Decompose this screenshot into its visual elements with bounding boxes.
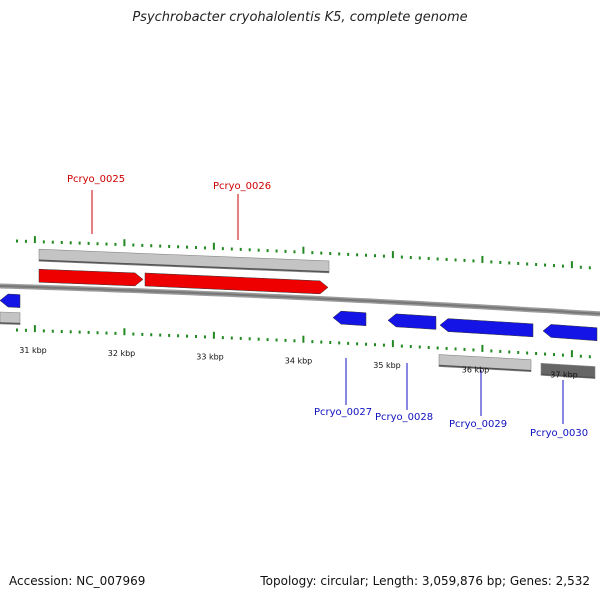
tick-label: 35 kbp	[373, 361, 401, 370]
gene-label: Pcryo_0029	[449, 419, 507, 430]
inner-tick-track	[16, 325, 591, 359]
feature-band-dark-edge	[540, 373, 596, 379]
gene-label: Pcryo_0026	[213, 181, 271, 192]
gene-label-track: Pcryo_0025 Pcryo_0026 Pcryo_0027 Pcryo_0028…	[67, 174, 588, 439]
tick-label: 34 kbp	[285, 356, 313, 365]
gene-arrow-pcryo-0026	[144, 272, 329, 295]
feature-band-upper-edge	[38, 259, 330, 273]
gene-arrow-pcryo-0027	[332, 310, 367, 327]
feature-track	[0, 248, 596, 379]
genome-backbone	[0, 283, 600, 317]
tick-label: 36 kbp	[462, 366, 490, 375]
gene-arrow-pcryo-0030	[542, 324, 598, 341]
feature-band-lower-edge	[438, 364, 532, 372]
gene-arrow-pcryo-0025	[38, 268, 144, 287]
gene-arrow-left-edge	[0, 293, 21, 308]
tick-label-track: 31 kbp 32 kbp 33 kbp 34 kbp 35 kbp 36 kbp 37 k…	[19, 346, 578, 380]
gene-label: Pcryo_0030	[530, 428, 588, 439]
gene-arrow-pcryo-0028	[387, 313, 437, 330]
gene-label: Pcryo_0027	[314, 407, 372, 418]
genome-summary-text: Topology: circular; Length: 3,059,876 bp…	[260, 574, 590, 588]
tick-label: 33 kbp	[196, 353, 224, 362]
tick-label: 32 kbp	[108, 349, 136, 358]
tick-label: 37 kbp	[550, 371, 578, 380]
gene-track	[0, 268, 598, 341]
feature-band-left-edge	[0, 322, 21, 325]
backbone-core	[0, 285, 600, 315]
outer-tick-track	[16, 236, 591, 270]
accession-text: Accession: NC_007969	[9, 574, 146, 588]
map-title: Psychrobacter cryohalolentis K5, complet…	[132, 10, 468, 25]
feature-band-left	[0, 311, 21, 325]
tick-label: 31 kbp	[19, 346, 47, 355]
gene-arrow-pcryo-0029	[439, 318, 534, 338]
feature-band-upper	[38, 248, 330, 274]
gene-label: Pcryo_0025	[67, 174, 125, 185]
gene-label: Pcryo_0028	[375, 412, 433, 423]
